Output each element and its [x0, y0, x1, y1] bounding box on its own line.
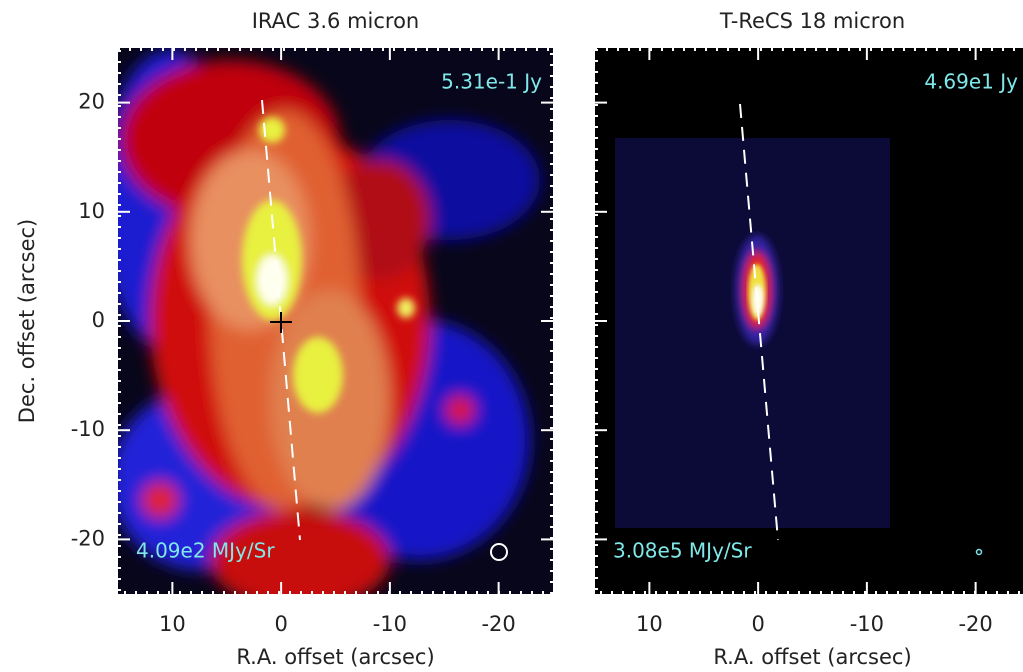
flux-annotation: 4.69e1 Jy [924, 70, 1018, 94]
panel-title: IRAC 3.6 micron [252, 9, 420, 33]
x-tick-label: 0 [751, 612, 764, 636]
x-tick-label: -10 [850, 612, 884, 636]
irac-image [100, 48, 553, 610]
x-tick-label: 10 [159, 612, 186, 636]
figure: IRAC 3.6 micron R.A. offset (arcsec) Dec. … [0, 0, 1023, 672]
y-tick-label: 20 [78, 90, 105, 114]
y-tick-label: -10 [71, 417, 105, 441]
x-axis-label: R.A. offset (arcsec) [236, 645, 434, 669]
x-tick-label: 0 [274, 612, 287, 636]
x-axis-label: R.A. offset (arcsec) [713, 645, 911, 669]
scale-annotation: 4.09e2 MJy/Sr [136, 539, 275, 563]
y-tick-label: 10 [78, 199, 105, 223]
trecs-image [595, 48, 1023, 594]
panel-title: T-ReCS 18 micron [719, 9, 905, 33]
x-tick-label: -20 [958, 612, 992, 636]
x-tick-label: 10 [636, 612, 663, 636]
y-axis-label: Dec. offset (arcsec) [15, 219, 39, 423]
x-tick-label: -10 [373, 612, 407, 636]
scale-annotation: 3.08e5 MJy/Sr [613, 539, 752, 563]
y-tick-label: 0 [92, 308, 105, 332]
x-tick-label: -20 [481, 612, 515, 636]
flux-annotation: 5.31e-1 Jy [441, 70, 542, 94]
y-tick-label: -20 [71, 526, 105, 550]
